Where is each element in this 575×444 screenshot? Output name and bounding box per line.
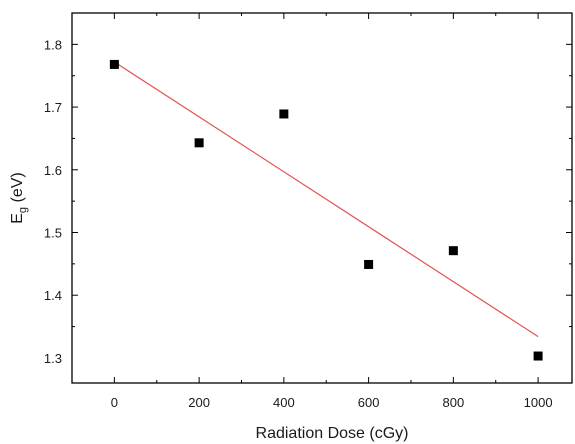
x-tick-label: 600 xyxy=(358,395,380,410)
x-tick-label: 800 xyxy=(443,395,465,410)
x-axis-title: Radiation Dose (cGy) xyxy=(256,425,409,442)
data-point xyxy=(364,259,374,269)
x-tick-label: 200 xyxy=(188,395,210,410)
y-axis-title-unit: (eV) xyxy=(9,172,26,207)
y-axis-title-subscript: g xyxy=(17,207,29,213)
y-tick-label: 1.6 xyxy=(44,163,62,178)
data-point xyxy=(194,138,204,148)
data-point xyxy=(533,351,543,361)
x-tick-label: 0 xyxy=(111,395,118,410)
x-axis: 0 200 400 600 800 1000 xyxy=(71,13,553,410)
y-axis-title: Eg (eV) xyxy=(9,172,29,223)
y-tick-label: 1.5 xyxy=(44,225,62,240)
x-tick-label: 1000 xyxy=(524,395,553,410)
x-tick-label: 400 xyxy=(273,395,295,410)
y-axis-title-main: E xyxy=(9,213,26,224)
y-tick-label: 1.8 xyxy=(44,37,62,52)
data-point xyxy=(279,109,289,119)
data-points xyxy=(109,59,543,361)
y-tick-label: 1.3 xyxy=(44,351,62,366)
y-tick-label: 1.7 xyxy=(44,100,62,115)
data-point xyxy=(448,246,458,256)
y-axis: 1.3 1.4 1.5 1.6 1.7 1.8 xyxy=(44,12,572,366)
data-point xyxy=(109,59,119,69)
fit-line xyxy=(114,61,539,338)
plot-area xyxy=(71,12,573,384)
y-tick-label: 1.4 xyxy=(44,288,62,303)
